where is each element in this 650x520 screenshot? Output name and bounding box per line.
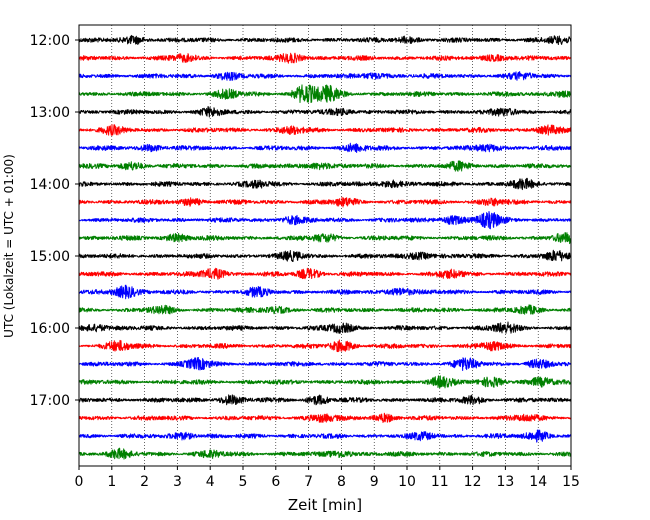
x-tick-label: 13 [496,474,514,490]
y-axis-label: UTC (Lokalzeit = UTC + 01:00) [2,154,16,338]
x-tick-label: 3 [173,474,182,490]
x-tick-label: 1 [107,474,116,490]
trace-row [78,196,572,208]
trace-row [78,412,572,423]
trace-row [78,232,572,245]
x-tick-label: 14 [529,474,547,490]
trace-row [78,52,572,64]
trace-row [78,34,572,46]
trace-row [78,267,572,280]
seismogram-traces [78,34,572,460]
x-tick-label: 7 [304,474,313,490]
x-tick-label: 6 [271,474,280,490]
trace-row [78,284,572,300]
y-tick-label: 14:00 [30,177,70,193]
y-tick-label: 12:00 [30,33,70,49]
trace-row [78,177,572,191]
x-tick-label: 9 [370,474,379,490]
trace-row [78,106,572,118]
x-tick-label: 15 [562,474,580,490]
x-tick-label: 8 [337,474,346,490]
trace-row [78,160,572,172]
trace-row [78,142,572,153]
y-tick-label: 13:00 [30,105,70,121]
trace-row [78,84,572,104]
x-axis-ticks: 0 1 2 3 4 5 6 7 8 9 10 11 12 13 14 15 [75,466,580,490]
trace-row [78,357,572,371]
trace-row [78,339,572,353]
trace-row [78,124,572,136]
trace-row [78,321,572,334]
y-tick-label: 15:00 [30,249,70,265]
x-tick-label: 0 [75,474,84,490]
x-tick-label: 10 [398,474,416,490]
trace-row [78,249,572,263]
x-tick-label: 4 [206,474,215,490]
trace-row [78,429,572,443]
x-tick-label: 5 [239,474,248,490]
trace-row [78,210,572,230]
x-axis-label: Zeit [min] [288,496,362,514]
trace-row [78,71,572,82]
y-tick-label: 17:00 [30,393,70,409]
trace-row [78,394,572,406]
trace-row [78,375,572,389]
y-axis-ticks: 12:00 13:00 14:00 15:00 16:00 17:00 [30,33,79,409]
trace-row [78,447,572,460]
y-tick-label: 16:00 [30,321,70,337]
x-tick-label: 12 [464,474,482,490]
x-tick-label: 11 [431,474,449,490]
plot-frame [78,24,572,467]
x-tick-label: 2 [140,474,149,490]
trace-row [78,304,572,315]
